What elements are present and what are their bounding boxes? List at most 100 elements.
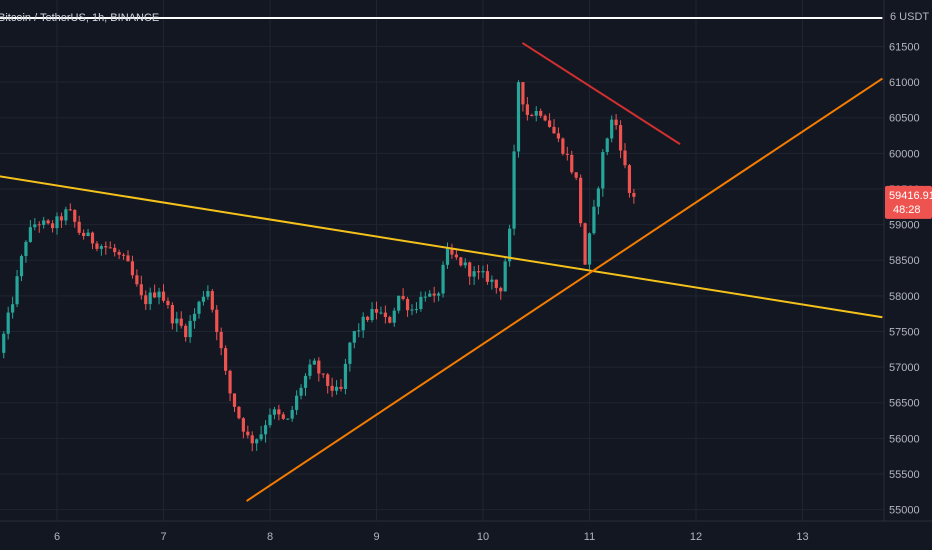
candle-down — [232, 393, 237, 407]
last-price-label: 59416.91 — [889, 190, 932, 202]
candle-down — [144, 295, 148, 305]
candle-up — [605, 138, 609, 153]
candle-up — [86, 232, 90, 237]
candle-up — [24, 241, 28, 257]
candle-down — [184, 325, 188, 338]
candle-down — [82, 232, 86, 237]
candle-down — [552, 126, 556, 134]
candle-up — [33, 224, 37, 228]
candle-down — [618, 125, 623, 151]
candle-down — [281, 414, 285, 419]
candle-up — [445, 248, 450, 265]
candle-up — [308, 364, 312, 376]
candle-down — [95, 243, 99, 249]
x-tick-label: 6 — [54, 531, 60, 543]
candle-down — [561, 138, 565, 154]
candle-up — [197, 301, 201, 314]
candle-down — [277, 409, 281, 415]
x-tick-label: 8 — [267, 531, 273, 543]
trendline-yellow[interactable] — [0, 175, 883, 319]
candle-up — [490, 279, 494, 282]
candle-down — [405, 298, 410, 311]
candle-up — [587, 233, 592, 265]
candle-up — [370, 308, 374, 321]
candle-down — [210, 291, 214, 310]
candle-down — [330, 385, 334, 391]
candle-up — [361, 316, 365, 331]
candle-up — [397, 295, 401, 311]
candle-up — [259, 434, 263, 440]
candle-down — [530, 114, 534, 116]
candle-up — [343, 363, 348, 389]
candle-down — [135, 275, 139, 285]
trendline-orange[interactable] — [246, 77, 883, 502]
candle-down — [170, 305, 174, 324]
candle-down — [374, 308, 379, 313]
y-tick-label: 55500 — [889, 469, 920, 481]
y-tick-label: 60500 — [889, 113, 920, 125]
candle-down — [130, 261, 135, 276]
candle-up — [295, 395, 299, 410]
candle-up — [188, 320, 192, 338]
candle-up — [206, 291, 210, 297]
candle-down — [525, 104, 529, 115]
y-tick-label: 58500 — [889, 255, 920, 267]
candle-up — [463, 262, 467, 266]
candle-up — [596, 188, 600, 207]
candle-down — [583, 223, 587, 265]
candle-up — [192, 313, 197, 321]
candle-up — [28, 227, 32, 242]
y-tick-label: 57000 — [889, 362, 920, 374]
candle-up — [512, 151, 516, 229]
y-tick-label: 58000 — [889, 291, 920, 303]
candle-up — [516, 82, 521, 152]
candle-up — [357, 330, 361, 332]
y-tick-label: 55000 — [889, 505, 920, 517]
candle-down — [113, 247, 117, 253]
candle-down — [499, 287, 503, 292]
chart-title: Bitcoin / TetherUS, 1h, BINANCE — [0, 12, 159, 24]
candle-down — [627, 165, 632, 193]
y-tick-label: 60000 — [889, 148, 920, 160]
candle-up — [272, 409, 277, 415]
y-tick-label: 56500 — [889, 398, 920, 410]
candle-down — [117, 252, 121, 255]
candle-up — [175, 318, 179, 324]
last-price-badge — [885, 185, 932, 219]
trendline-layer — [0, 17, 883, 502]
candle-up — [201, 296, 206, 302]
x-tick-label: 11 — [584, 531, 595, 543]
candle-up — [299, 387, 303, 396]
candle-down — [121, 254, 126, 256]
trendline-red[interactable] — [521, 42, 681, 145]
candle-down — [104, 246, 108, 248]
candle-up — [610, 119, 614, 139]
candle-up — [11, 304, 15, 313]
candle-down — [228, 370, 232, 394]
currency-label: 6 USDT — [890, 11, 929, 23]
candle-down — [108, 247, 112, 249]
candle-up — [6, 312, 10, 334]
candle-down — [543, 115, 547, 121]
candle-down — [139, 284, 143, 296]
candle-down — [521, 82, 525, 105]
candle-down — [450, 248, 454, 255]
candle-up — [410, 309, 414, 311]
candle-down — [459, 257, 463, 266]
y-tick-label: 59000 — [889, 220, 920, 232]
candle-up — [148, 292, 152, 305]
candle-down — [623, 150, 627, 166]
candle-up — [472, 271, 476, 277]
candle-down — [556, 133, 561, 139]
candle-down — [321, 373, 325, 375]
y-tick-label: 61500 — [889, 41, 920, 53]
candle-down — [224, 348, 228, 371]
candle-down — [339, 386, 343, 389]
countdown-label: 48:28 — [893, 204, 921, 216]
candle-layer — [2, 80, 636, 452]
